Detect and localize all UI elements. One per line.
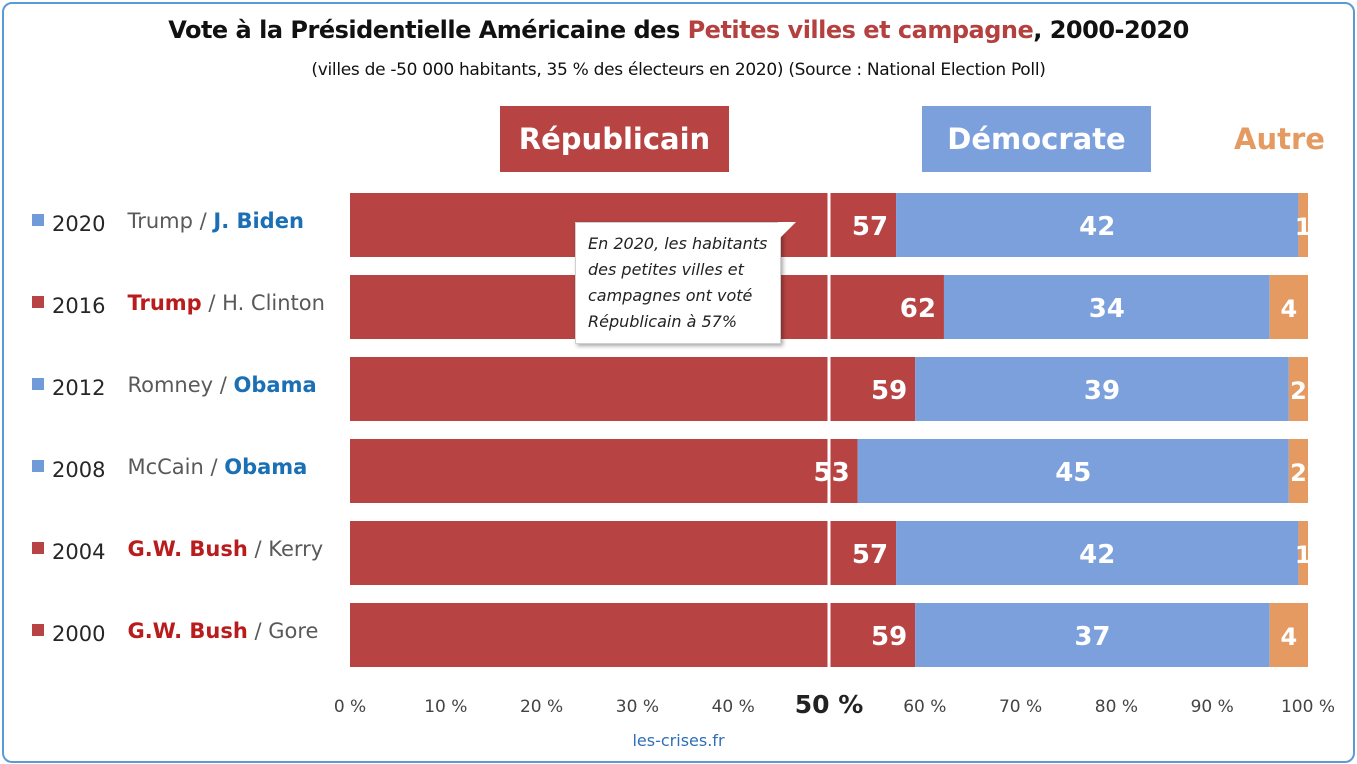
bar-republican <box>350 603 916 667</box>
bar-other <box>1298 193 1308 257</box>
bar-other <box>1298 521 1308 585</box>
title-part1: Vote à la Présidentielle Américaine des <box>168 16 688 44</box>
bar-democrat <box>915 357 1289 421</box>
label-republican: 57 <box>852 212 888 242</box>
x-tick-label: 30 % <box>616 697 659 717</box>
x-tick-label: 10 % <box>424 697 467 717</box>
x-tick-label: 50 % <box>795 690 864 719</box>
winner-square-icon <box>32 296 44 308</box>
x-tick-label: 60 % <box>903 697 946 717</box>
label-democrat: 34 <box>1089 294 1125 324</box>
winner-square-icon <box>32 460 44 472</box>
x-tick-label: 80 % <box>1095 697 1138 717</box>
republican-candidate: McCain <box>127 455 204 479</box>
democrat-candidate: J. Biden <box>213 209 304 233</box>
chart-subtitle: (villes de -50 000 habitants, 35 % des é… <box>311 60 1046 80</box>
bar-republican <box>350 357 916 421</box>
annotation-callout-tail <box>778 222 796 240</box>
candidate-separator: / <box>201 291 223 315</box>
label-democrat: 42 <box>1079 212 1115 242</box>
label-other: 1 <box>1295 541 1312 569</box>
year-label: 2020 <box>52 212 106 236</box>
winner-square-icon <box>32 542 44 554</box>
title-part2: , 2000-2020 <box>1033 16 1189 44</box>
label-other: 1 <box>1295 213 1312 241</box>
legend-republican: Républicain <box>500 106 729 172</box>
bar-republican <box>350 521 897 585</box>
title-highlight: Petites villes et campagne <box>687 16 1034 44</box>
winner-square-icon <box>32 214 44 226</box>
label-republican: 53 <box>814 458 850 488</box>
candidate-separator: / <box>192 209 214 233</box>
democrat-candidate: Obama <box>233 373 317 397</box>
label-other: 2 <box>1290 459 1307 487</box>
winner-square-icon <box>32 378 44 390</box>
year-label: 2004 <box>52 540 106 564</box>
source-credit: les-crises.fr <box>632 731 725 750</box>
year-label: 2016 <box>52 294 106 318</box>
label-democrat: 37 <box>1074 622 1110 652</box>
x-tick-label: 40 % <box>712 697 755 717</box>
bar-democrat <box>943 275 1270 339</box>
label-republican: 59 <box>871 622 907 652</box>
row-label: 2000 G.W. Bush / Gore <box>32 619 319 646</box>
x-tick-label: 100 % <box>1281 697 1335 717</box>
bar-other <box>1288 357 1308 421</box>
row-label: 2016 Trump / H. Clinton <box>32 291 325 318</box>
row-label: 2008 McCain / Obama <box>32 455 308 482</box>
bar-democrat <box>915 603 1270 667</box>
label-democrat: 45 <box>1055 458 1091 488</box>
label-democrat: 42 <box>1079 540 1115 570</box>
chart-title: Vote à la Présidentielle Américaine des … <box>0 16 1357 44</box>
republican-candidate: Romney <box>127 373 214 397</box>
x-tick-label: 0 % <box>334 697 366 717</box>
label-other: 4 <box>1280 623 1297 651</box>
bar-democrat <box>896 521 1299 585</box>
democrat-candidate: H. Clinton <box>222 291 325 315</box>
row-label: 2020 Trump / J. Biden <box>32 209 304 236</box>
label-republican: 62 <box>900 294 936 324</box>
candidate-separator: / <box>247 537 269 561</box>
label-other: 4 <box>1280 295 1297 323</box>
democrat-candidate: Kerry <box>268 537 324 561</box>
label-democrat: 39 <box>1084 376 1120 406</box>
winner-square-icon <box>32 624 44 636</box>
bar-other <box>1288 439 1308 503</box>
republican-candidate: Trump <box>127 291 202 315</box>
legend-other: Autre <box>1234 122 1325 156</box>
bar-other <box>1269 275 1308 339</box>
row-label: 2004 G.W. Bush / Kerry <box>32 537 324 564</box>
democrat-candidate: Obama <box>224 455 308 479</box>
democrat-candidate: Gore <box>268 619 319 643</box>
bar-democrat <box>896 193 1299 257</box>
row-label: 2012 Romney / Obama <box>32 373 317 400</box>
label-other: 2 <box>1290 377 1307 405</box>
annotation-callout: En 2020, les habitants des petites ville… <box>575 222 781 344</box>
republican-candidate: G.W. Bush <box>127 619 248 643</box>
legend-democrat: Démocrate <box>922 106 1151 172</box>
x-tick-label: 20 % <box>520 697 563 717</box>
candidate-separator: / <box>247 619 269 643</box>
bar-republican <box>350 439 858 503</box>
bar-democrat <box>857 439 1289 503</box>
republican-candidate: G.W. Bush <box>127 537 248 561</box>
candidate-separator: / <box>203 455 225 479</box>
x-tick-label: 70 % <box>999 697 1042 717</box>
republican-candidate: Trump <box>127 209 193 233</box>
bar-other <box>1269 603 1308 667</box>
year-label: 2008 <box>52 458 106 482</box>
x-tick-label: 90 % <box>1191 697 1234 717</box>
candidate-separator: / <box>213 373 234 397</box>
label-republican: 57 <box>852 540 888 570</box>
label-republican: 59 <box>871 376 907 406</box>
year-label: 2000 <box>52 622 106 646</box>
year-label: 2012 <box>52 376 106 400</box>
